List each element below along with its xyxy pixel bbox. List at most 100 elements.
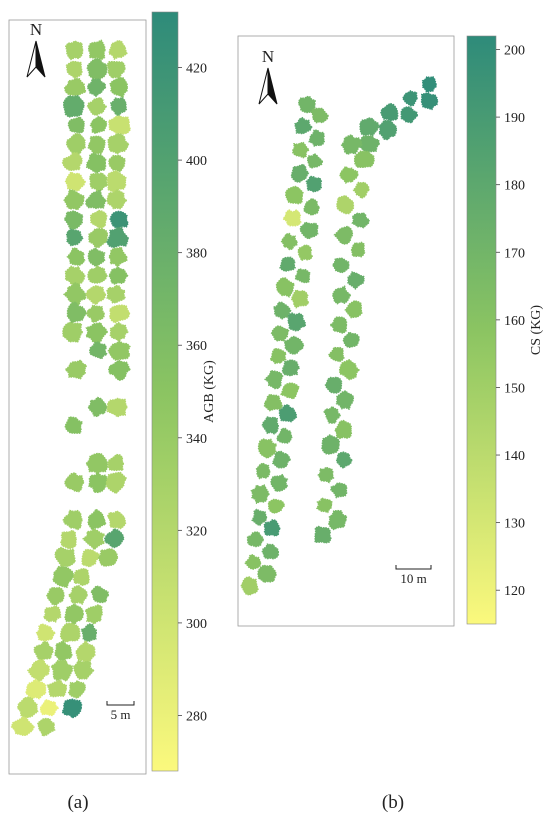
tree-crown xyxy=(85,189,107,210)
tree-crown xyxy=(63,282,87,307)
tree-crown xyxy=(108,39,128,60)
tree-crown xyxy=(251,508,268,527)
tree-crown xyxy=(66,301,88,324)
tree-crown xyxy=(52,565,75,589)
tree-crown xyxy=(63,472,85,493)
tree-crown xyxy=(400,106,419,124)
tree-crown xyxy=(105,471,128,495)
panel-label-b: (b) xyxy=(382,792,404,813)
colorbar-tick-label: 120 xyxy=(504,584,525,599)
tree-crown xyxy=(64,265,86,286)
tree-crown xyxy=(61,152,83,172)
tree-crown xyxy=(257,564,277,584)
tree-crown xyxy=(339,165,359,184)
tree-crown xyxy=(88,172,109,193)
tree-crown xyxy=(310,107,329,124)
tree-crown xyxy=(294,268,311,284)
north-label: N xyxy=(262,47,274,66)
tree-crown xyxy=(285,185,304,205)
colorbar-tick-label: 160 xyxy=(504,314,525,329)
scale-bar-label: 5 m xyxy=(111,707,131,722)
tree-crown xyxy=(269,347,287,365)
tree-crown xyxy=(332,257,350,274)
tree-crown xyxy=(264,370,284,390)
tree-crown xyxy=(72,568,90,587)
tree-crown xyxy=(270,473,289,492)
colorbar-tick-label: 320 xyxy=(186,524,207,539)
colorbar-tick-label: 360 xyxy=(186,339,207,354)
tree-crown xyxy=(327,346,345,363)
tree-crown xyxy=(86,96,108,116)
tree-crown xyxy=(314,525,332,544)
tree-crown xyxy=(282,209,302,227)
tree-crown xyxy=(275,277,295,298)
tree-crown xyxy=(250,484,270,504)
tree-crown xyxy=(255,462,271,480)
tree-crown xyxy=(87,135,106,155)
tree-crown xyxy=(25,678,47,700)
tree-crown xyxy=(90,585,110,604)
tree-crown xyxy=(89,209,108,229)
tree-crown xyxy=(107,359,131,382)
tree-crown xyxy=(246,531,265,548)
tree-crown xyxy=(108,115,131,135)
tree-crown xyxy=(244,553,262,570)
tree-crown xyxy=(62,509,83,531)
tree-crown xyxy=(72,659,95,680)
colorbar-tick-label: 130 xyxy=(504,517,525,532)
tree-crown xyxy=(378,119,398,141)
tree-layer-a xyxy=(10,39,131,737)
tree-crown xyxy=(280,382,300,400)
tree-crown xyxy=(67,584,88,605)
tree-crown xyxy=(316,497,333,514)
tree-crown xyxy=(82,528,106,551)
tree-crown xyxy=(87,508,107,531)
tree-crown xyxy=(64,359,88,380)
tree-crown xyxy=(108,154,126,173)
colorbar-tick-label: 170 xyxy=(504,246,525,261)
tree-crown xyxy=(108,304,131,324)
tree-crown xyxy=(330,482,348,499)
tree-layer-b xyxy=(240,75,439,596)
tree-crown xyxy=(85,452,109,475)
tree-crown xyxy=(109,210,129,229)
tree-crown xyxy=(62,321,84,343)
tree-crown xyxy=(37,717,56,737)
tree-crown xyxy=(63,189,85,211)
tree-crown xyxy=(64,171,86,192)
tree-crown xyxy=(81,548,101,568)
tree-crown xyxy=(329,316,348,334)
tree-crown xyxy=(294,116,313,135)
tree-crown xyxy=(283,335,305,355)
tree-crown xyxy=(106,284,126,304)
scale-bar: 10 m xyxy=(395,565,432,586)
tree-crown xyxy=(86,304,105,323)
tree-crown xyxy=(323,405,342,424)
tree-crown xyxy=(106,170,127,194)
tree-crown xyxy=(308,129,325,147)
tree-crown xyxy=(59,622,81,643)
north-arrow-icon: N xyxy=(258,47,278,105)
tree-crown xyxy=(359,117,380,137)
tree-crown xyxy=(61,698,83,719)
tree-crown xyxy=(97,548,119,567)
tree-crown xyxy=(270,325,290,342)
tree-crown xyxy=(328,509,348,531)
tree-crown xyxy=(54,546,76,568)
tree-crown xyxy=(380,102,399,122)
tree-crown xyxy=(280,232,298,251)
tree-crown xyxy=(66,247,86,266)
tree-crown xyxy=(276,427,293,444)
tree-crown xyxy=(106,60,126,80)
tree-crown xyxy=(331,285,352,305)
tree-crown xyxy=(317,466,335,484)
tree-crown xyxy=(109,76,128,99)
tree-crown xyxy=(106,226,129,249)
tree-crown xyxy=(54,640,73,662)
tree-crown xyxy=(347,271,365,290)
tree-crown xyxy=(420,92,439,111)
tree-crown xyxy=(10,716,35,737)
tree-crown xyxy=(334,419,353,440)
colorbar-tick-label: 380 xyxy=(186,247,207,262)
tree-crown xyxy=(263,393,283,412)
